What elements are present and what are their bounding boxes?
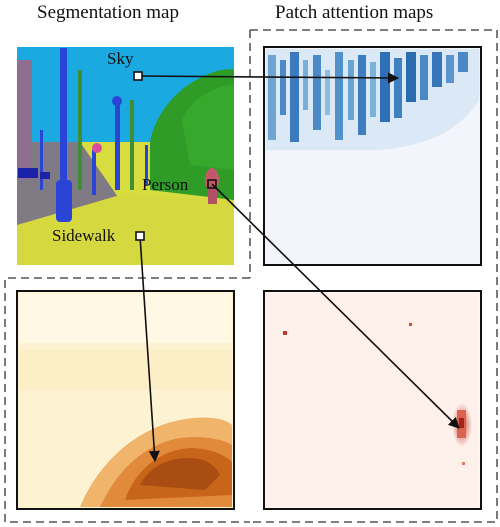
sidewalk-arrow (139, 235, 160, 463)
person-point-marker (207, 179, 217, 189)
person-attention-map (263, 290, 482, 510)
sky-point-marker (133, 71, 143, 81)
person-label: Person (142, 175, 189, 194)
segmentation-map-caption: Segmentation map (37, 2, 179, 23)
patch-attention-caption: Patch attention maps (275, 2, 434, 23)
segmentation-map-image (17, 47, 234, 265)
dashed-group-bottom (4, 277, 250, 523)
sky-arrow (137, 72, 400, 84)
sidewalk-attention-map (16, 290, 235, 510)
sky-attention-map (263, 46, 482, 266)
person-arrow (211, 183, 460, 429)
sidewalk-point-marker (135, 231, 145, 241)
dashed-group-top (249, 29, 498, 523)
sky-label: Sky (107, 49, 134, 68)
sidewalk-label: Sidewalk (52, 226, 116, 245)
